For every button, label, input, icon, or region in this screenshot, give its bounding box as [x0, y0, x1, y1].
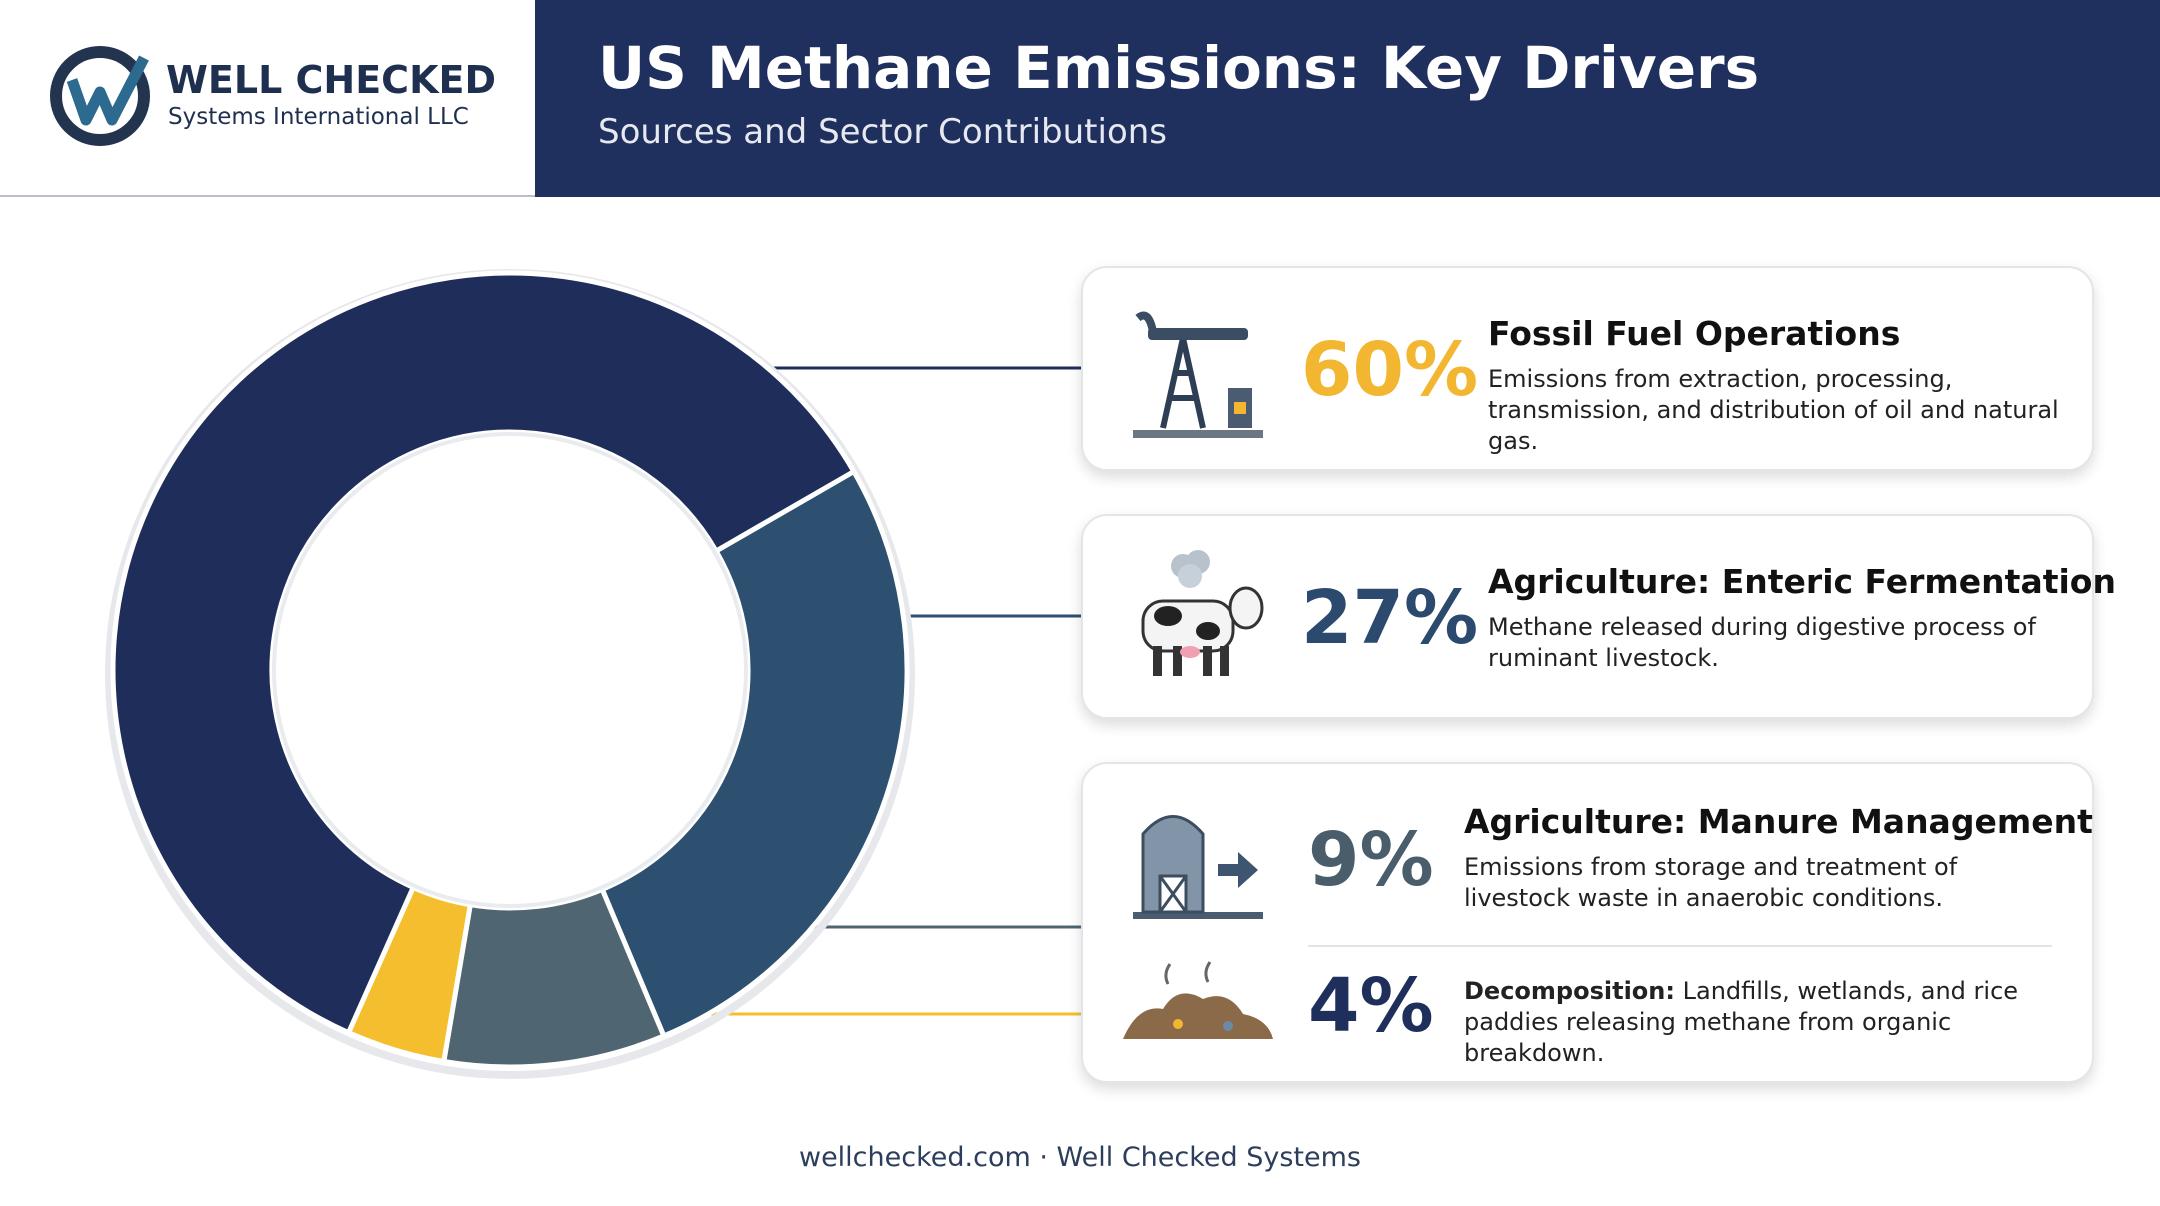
footer: wellchecked.com · Well Checked Systems: [798, 1142, 1362, 1173]
percent-label: 60%: [1301, 327, 1479, 413]
divider: [1308, 945, 2052, 947]
title: US Methane Emissions: Key Drivers: [598, 34, 1760, 102]
subtitle: Sources and Sector Contributions: [598, 112, 1168, 152]
percent-label: 27%: [1301, 575, 1479, 661]
silo-icon: [1133, 815, 1263, 919]
category-title: Fossil Fuel Operations: [1488, 314, 1901, 353]
pumpjack-icon: [1133, 311, 1263, 438]
donut-hole-ring: [272, 432, 748, 908]
header-banner: US Methane Emissions: Key Drivers Source…: [535, 0, 2160, 197]
percent-label: 4%: [1308, 963, 1434, 1049]
category-description: Emissions from extraction, processing, t…: [1488, 365, 2059, 455]
category-description: Emissions from storage and treatment of …: [1464, 853, 1958, 912]
category-title: Agriculture: Enteric Fermentation: [1488, 562, 2116, 601]
card: 27% Agriculture: Enteric Fermentation Me…: [1081, 514, 2116, 719]
logo-icon: [50, 46, 150, 146]
cow-icon: [1141, 550, 1264, 676]
logo-sub: Systems International LLC: [168, 104, 469, 130]
category-description: Decomposition: Landfills, wetlands, and …: [1464, 976, 2064, 1069]
card: 60% Fossil Fuel Operations Emissions fro…: [1081, 266, 2094, 471]
category-description: Methane released during digestive proces…: [1488, 613, 2036, 672]
logo-panel: WELL CHECKED Systems International LLC: [0, 0, 535, 197]
logo-name: WELL CHECKED: [166, 58, 497, 102]
category-title: Decomposition:: [1464, 977, 1675, 1005]
description-text: Landfills, wetlands, and rice paddies re…: [1464, 977, 2019, 1067]
card: 9% Agriculture: Manure Management Emissi…: [1081, 762, 2094, 1083]
percent-label: 9%: [1308, 817, 1434, 903]
category-title: Agriculture: Manure Management: [1464, 802, 2093, 841]
pile-icon: [1123, 961, 1273, 1039]
